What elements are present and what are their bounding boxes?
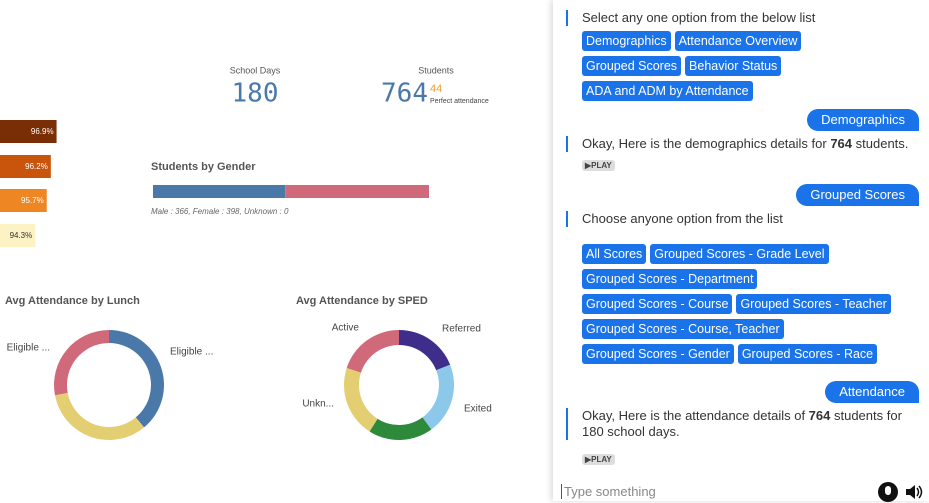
donut-label: Exited	[464, 404, 492, 415]
mic-glyph	[885, 486, 891, 495]
option-row: Grouped Scores - Gender Grouped Scores - …	[582, 344, 919, 364]
option-row: Demographics Attendance Overview	[582, 31, 919, 51]
bar-label: 94.3%	[10, 231, 33, 240]
donut-segment	[369, 417, 432, 440]
option-list: All Scores Grouped Scores - Grade Level Gr…	[566, 244, 919, 364]
donut-segment	[54, 392, 145, 441]
donut-label: Eligible ...	[170, 347, 213, 358]
gender-segment	[153, 185, 286, 198]
chat-panel: Type something Select any one option fro…	[553, 0, 929, 502]
bot-message: Okay, Here is the attendance details of …	[566, 408, 919, 465]
chat-input[interactable]: Type something	[561, 484, 656, 499]
text-part: students for 180 school days.	[582, 408, 902, 439]
option-list: Demographics Attendance Overview Grouped S…	[566, 31, 919, 101]
donut-segment	[109, 330, 164, 428]
option-row: All Scores Grouped Scores - Grade Level	[582, 244, 919, 264]
option-row: ADA and ADM by Attendance	[582, 81, 919, 101]
option-button[interactable]: Grouped Scores - Department	[582, 269, 758, 289]
kpi-value: 180	[232, 79, 279, 109]
option-button[interactable]: Grouped Scores - Course, Teacher	[582, 319, 784, 339]
attendance-bar	[0, 155, 51, 178]
text-part: 764	[808, 408, 831, 423]
user-bubble: Demographics	[807, 109, 919, 131]
bar-label: 96.9%	[31, 127, 54, 136]
donut-segment	[53, 330, 109, 396]
option-button[interactable]: Grouped Scores - Course	[582, 294, 733, 314]
option-button[interactable]: Grouped Scores - Race	[737, 344, 878, 364]
donut-segment	[346, 330, 399, 373]
user-message: Demographics	[566, 109, 919, 131]
play-icon: ▶	[585, 455, 592, 464]
bot-text: Choose anyone option from the list	[566, 211, 919, 227]
attendance-bar	[0, 189, 47, 212]
kpi-note: Perfect attendance	[430, 98, 489, 105]
option-button[interactable]: Attendance Overview	[674, 31, 802, 51]
option-button[interactable]: Behavior Status	[685, 56, 782, 76]
chart-title: Avg Attendance by SPED	[296, 295, 428, 307]
kpi-value: 764	[381, 79, 428, 109]
bot-text: Select any one option from the below lis…	[566, 10, 919, 26]
donut-label: Referred	[442, 324, 481, 335]
text-part: Okay, Here is the attendance details of	[582, 408, 809, 423]
donut-label: Eligible ...	[7, 343, 50, 354]
play-icon: ▶	[585, 161, 592, 170]
text-part: Okay, Here is the demographics details f…	[582, 136, 831, 151]
option-button[interactable]: Grouped Scores - Teacher	[736, 294, 891, 314]
kpi-label: Students	[418, 65, 454, 75]
option-row: Grouped Scores - Course, Teacher	[582, 319, 919, 339]
option-row: Grouped Scores Behavior Status	[582, 56, 919, 76]
bar-label: 96.2%	[25, 162, 48, 171]
donut-segment	[399, 330, 451, 371]
user-bubble: Grouped Scores	[796, 184, 919, 206]
play-label: PLAY	[591, 455, 612, 464]
donut-segment	[344, 368, 378, 432]
chart-title: Students by Gender	[151, 161, 256, 173]
bot-text: Okay, Here is the attendance details of …	[566, 408, 919, 440]
play-label: PLAY	[591, 161, 612, 170]
kpi-extra: 44	[430, 83, 442, 95]
option-button[interactable]: All Scores	[582, 244, 647, 264]
speaker-waves	[916, 485, 923, 499]
donut-label: Active	[332, 323, 360, 334]
donut-segment	[422, 364, 454, 430]
bot-message: Choose anyone option from the list All Sc…	[566, 211, 919, 364]
speaker-icon[interactable]	[906, 485, 915, 499]
bot-message: Select any one option from the below lis…	[566, 10, 919, 101]
option-button[interactable]: Grouped Scores	[582, 56, 682, 76]
dashboard: School Days 180 Students 764 44 Perfect atten…	[0, 65, 492, 441]
play-button[interactable]: ▶PLAY	[582, 160, 615, 171]
user-message: Grouped Scores	[566, 184, 919, 206]
option-button[interactable]: Grouped Scores - Gender	[582, 344, 734, 364]
kpi-label: School Days	[230, 65, 281, 75]
donut-label: Unkn...	[302, 399, 334, 410]
bot-message: Okay, Here is the demographics details f…	[566, 136, 919, 171]
attendance-bar	[0, 224, 36, 247]
gender-segment	[285, 185, 429, 198]
option-button[interactable]: Grouped Scores - Grade Level	[650, 244, 829, 264]
gender-caption: Male : 366, Female : 398, Unknown : 0	[151, 207, 289, 216]
text-part: 764	[830, 136, 853, 151]
option-row: Grouped Scores - Department	[582, 269, 919, 289]
option-row: Grouped Scores - Course Grouped Scores - …	[582, 294, 919, 314]
option-button[interactable]: ADA and ADM by Attendance	[582, 81, 753, 101]
play-button[interactable]: ▶PLAY	[582, 454, 615, 465]
chat-icons	[878, 482, 923, 502]
bot-text: Okay, Here is the demographics details f…	[566, 136, 919, 152]
attendance-bar	[0, 120, 57, 143]
text-part: students.	[852, 136, 909, 151]
user-bubble: Attendance	[825, 381, 919, 403]
option-button[interactable]: Demographics	[582, 31, 671, 51]
chart-title: Avg Attendance by Lunch	[5, 295, 140, 307]
bar-label: 95.7%	[21, 196, 44, 205]
user-message: Attendance	[566, 381, 919, 403]
